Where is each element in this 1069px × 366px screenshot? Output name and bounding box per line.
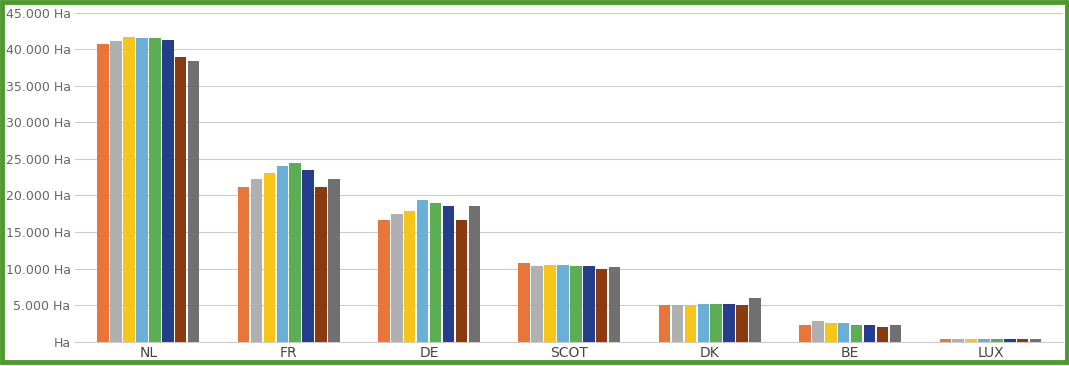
- Bar: [889, 325, 901, 341]
- Bar: [991, 339, 1003, 341]
- Bar: [290, 163, 301, 341]
- Bar: [123, 37, 135, 341]
- Bar: [378, 220, 389, 341]
- Bar: [97, 44, 109, 341]
- Bar: [609, 267, 620, 341]
- Bar: [864, 325, 876, 341]
- Bar: [684, 305, 696, 341]
- Bar: [1029, 339, 1041, 341]
- Bar: [851, 325, 863, 341]
- Bar: [417, 200, 429, 341]
- Bar: [749, 299, 761, 341]
- Bar: [303, 170, 314, 341]
- Bar: [443, 206, 454, 341]
- Bar: [544, 265, 556, 341]
- Bar: [328, 179, 340, 341]
- Bar: [110, 41, 122, 341]
- Bar: [659, 305, 670, 341]
- Bar: [162, 40, 173, 341]
- Bar: [825, 323, 837, 341]
- Bar: [1004, 339, 1016, 341]
- Bar: [877, 326, 888, 341]
- Bar: [698, 304, 709, 341]
- Bar: [518, 263, 530, 341]
- Bar: [188, 61, 199, 341]
- Bar: [277, 166, 288, 341]
- Bar: [468, 206, 480, 341]
- Bar: [455, 220, 467, 341]
- Bar: [965, 339, 977, 341]
- Bar: [952, 339, 964, 341]
- Bar: [595, 269, 607, 341]
- Bar: [671, 305, 683, 341]
- Bar: [838, 323, 850, 341]
- Bar: [940, 339, 951, 341]
- Bar: [583, 266, 594, 341]
- Bar: [430, 203, 441, 341]
- Bar: [724, 304, 734, 341]
- Bar: [737, 305, 748, 341]
- Bar: [175, 57, 186, 341]
- Bar: [570, 266, 582, 341]
- Bar: [149, 38, 160, 341]
- Bar: [1017, 339, 1028, 341]
- Bar: [404, 211, 416, 341]
- Bar: [557, 265, 569, 341]
- Bar: [315, 187, 327, 341]
- Bar: [800, 325, 810, 341]
- Bar: [251, 179, 262, 341]
- Bar: [978, 339, 990, 341]
- Bar: [237, 187, 249, 341]
- Bar: [264, 173, 275, 341]
- Bar: [391, 214, 403, 341]
- Bar: [812, 321, 823, 341]
- Bar: [531, 266, 543, 341]
- Bar: [136, 38, 148, 341]
- Bar: [711, 304, 722, 341]
